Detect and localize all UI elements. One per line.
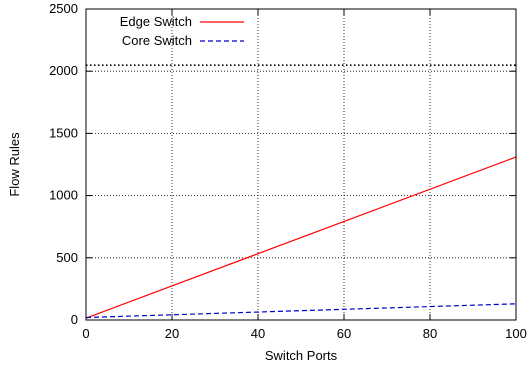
legend-label-edge-switch: Edge Switch: [120, 14, 192, 29]
legend: Edge Switch Core Switch: [120, 14, 244, 48]
y-tick-label: 2500: [49, 1, 78, 16]
y-tick-label: 2000: [49, 63, 78, 78]
grid: [86, 9, 516, 320]
y-tick-label: 0: [71, 312, 78, 327]
series-line-edge-switch: [85, 156, 517, 319]
x-tick-label: 0: [82, 326, 89, 341]
x-axis-label: Switch Ports: [265, 348, 338, 363]
series-line-core-switch: [85, 303, 517, 319]
x-tick-label: 40: [251, 326, 265, 341]
x-tick-label: 20: [165, 326, 179, 341]
y-tick-label: 1000: [49, 188, 78, 203]
x-tick-label: 60: [337, 326, 351, 341]
y-axis-label: Flow Rules: [7, 132, 22, 197]
x-tick-label: 80: [423, 326, 437, 341]
series-group: [85, 156, 517, 319]
legend-label-core-switch: Core Switch: [122, 33, 192, 48]
plot-frame: [85, 8, 517, 321]
y-tick-label: 500: [56, 250, 78, 265]
y-tick-label: 1500: [49, 125, 78, 140]
x-tick-label: 100: [505, 326, 527, 341]
